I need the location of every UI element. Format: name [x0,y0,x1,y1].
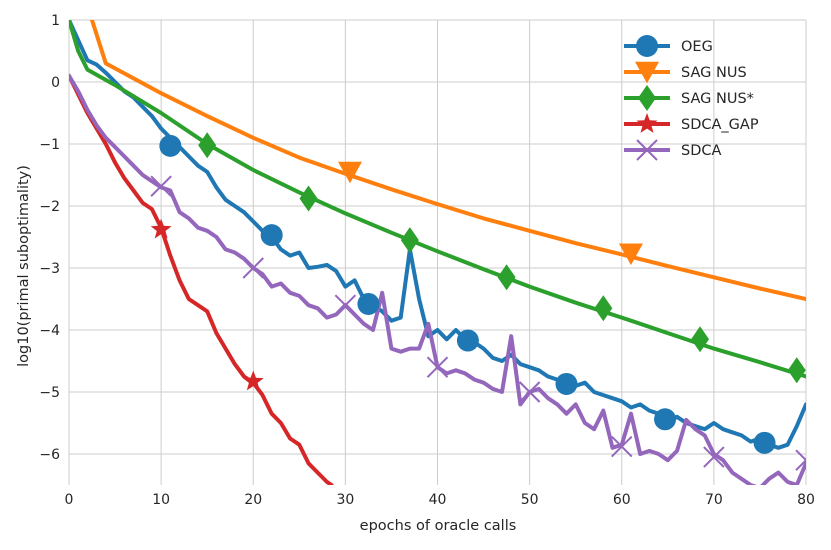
marker-oeg [753,431,776,454]
x-tick-label: 10 [152,492,170,508]
marker-oeg [654,408,677,431]
marker-sag-nus [497,264,516,291]
series-line-sag-nus [69,20,806,379]
x-tick-label: 50 [521,492,539,508]
legend-label: SAG NUS [681,65,747,81]
marker-sdca [518,381,541,403]
marker-oeg [555,372,578,395]
legend-marker [636,139,658,161]
series-line-sdca-gap [69,73,334,485]
y-axis-label: log10(primal suboptimality) [16,165,32,367]
marker-sag-nus [299,185,318,212]
legend-marker [638,85,656,111]
marker-sdca [150,175,172,197]
legend-label: OEG [681,39,713,55]
series-markers [150,132,806,471]
legend-label: SDCA_GAP [681,117,759,133]
marker-oeg [456,329,479,352]
marker-sdca [242,257,264,279]
marker-oeg [357,292,380,315]
marker-sdca [703,446,725,468]
y-tick-label: −4 [39,323,60,339]
legend-item-sag-nus: SAG NUS* [624,85,754,111]
x-tick-label: 30 [336,492,354,508]
legend-item-sdca-gap: SDCA_GAP [624,113,759,133]
marker-sdca [426,356,449,378]
marker-sag-nus [400,227,419,254]
legend-marker [636,35,658,57]
marker-sdca [334,294,357,316]
x-tick-label: 20 [244,492,262,508]
marker-sag-nus [198,132,217,159]
y-tick-label: −3 [39,261,60,277]
marker-sag-nus [787,357,806,384]
marker-oeg [159,134,182,157]
x-tick-label: 80 [797,492,815,508]
series-line-sag-nus [90,20,806,301]
marker-sag-nus [337,161,362,184]
y-tick-label: −5 [39,385,60,401]
x-tick-label: 70 [705,492,723,508]
legend-label: SDCA [681,143,721,159]
legend: OEG SAG NUS SAG NUS* SDCA_GAP SDCA [624,35,759,161]
legend-item-oeg: OEG [624,35,713,57]
legend-marker [635,61,659,84]
legend-item-sdca: SDCA [624,139,721,161]
marker-sag-nus [691,326,710,353]
marker-sdca-gap [242,370,264,391]
legend-label: SAG NUS* [681,91,754,107]
marker-sdca [795,449,806,471]
marker-oeg [260,224,283,247]
marker-sdca-gap [150,218,172,239]
y-tick-label: 0 [51,75,60,91]
x-tick-label: 0 [65,492,74,508]
x-axis-label: epochs of oracle calls [360,518,517,534]
y-tick-label: −1 [39,137,60,153]
marker-sag-nus [594,295,613,322]
x-tick-label: 40 [429,492,447,508]
marker-sdca [611,435,633,458]
legend-item-sag-nus: SAG NUS [624,61,747,84]
marker-sag-nus [618,243,643,266]
x-tick-label: 60 [613,492,631,508]
legend-marker [636,113,658,133]
y-tick-label: 1 [51,13,60,29]
y-tick-label: −2 [39,199,60,215]
y-tick-label: −6 [39,447,60,463]
